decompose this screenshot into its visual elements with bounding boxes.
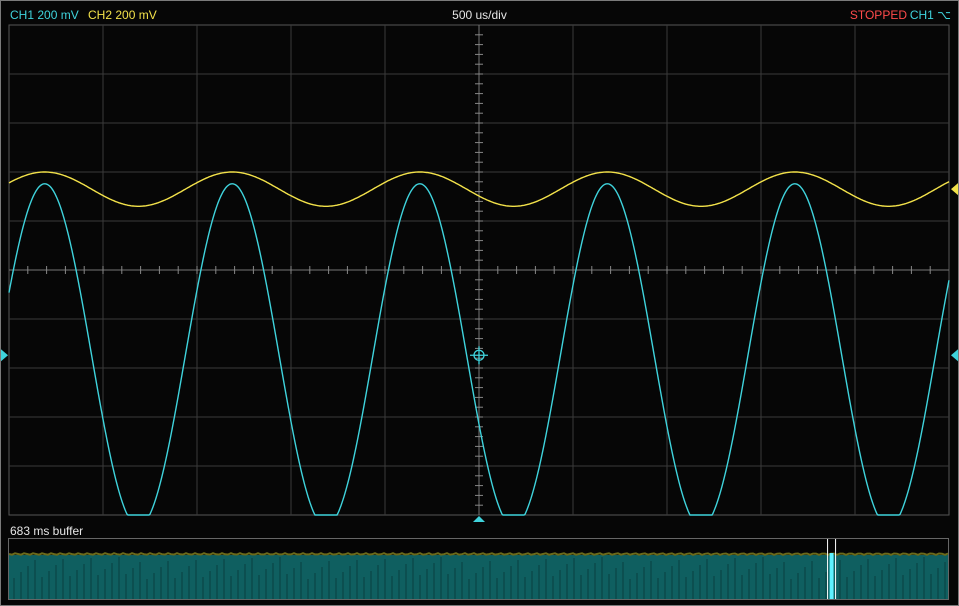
trace-ch1 (8, 183, 950, 516)
buffer-view-window (829, 553, 834, 599)
ch2-offset-marker-icon (951, 183, 958, 196)
trigger-position-icon (473, 516, 485, 522)
trace-ch2 (8, 171, 950, 208)
ch1-offset-marker-icon (951, 349, 958, 362)
status-bar: CH1 200 mV CH2 200 mV 500 us/div STOPPED… (0, 0, 959, 26)
traces (8, 171, 950, 516)
timebase-label[interactable]: 500 us/div (452, 8, 507, 22)
markers (1, 183, 958, 522)
buffer-overview[interactable] (8, 538, 949, 600)
buffer-ch1-band (9, 555, 948, 599)
buffer-waveform (9, 539, 948, 599)
ch1-scale-label[interactable]: CH1 200 mV (10, 8, 79, 22)
ch1-offset-marker-icon (1, 349, 8, 362)
ch2-scale-label[interactable]: CH2 200 mV (88, 8, 157, 22)
buffer-ch2-band (9, 552, 948, 556)
graticule (8, 24, 950, 516)
trigger-source-label[interactable]: CH1 ⌥ (909, 8, 951, 22)
run-state-badge[interactable]: STOPPED (849, 8, 907, 22)
buffer-label: 683 ms buffer (10, 524, 84, 538)
